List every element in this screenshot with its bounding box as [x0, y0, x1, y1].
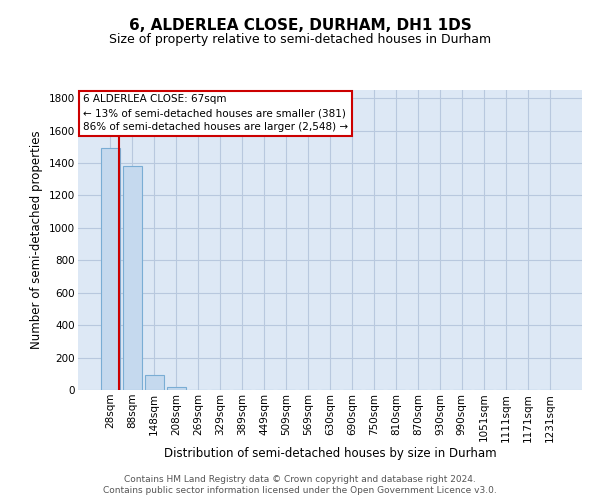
Text: Contains HM Land Registry data © Crown copyright and database right 2024.: Contains HM Land Registry data © Crown c… [124, 475, 476, 484]
Bar [101, 148, 119, 390]
Y-axis label: Number of semi-detached properties: Number of semi-detached properties [31, 130, 43, 350]
Bar [123, 166, 142, 390]
Text: Contains public sector information licensed under the Open Government Licence v3: Contains public sector information licen… [103, 486, 497, 495]
Bar [167, 387, 185, 390]
X-axis label: Distribution of semi-detached houses by size in Durham: Distribution of semi-detached houses by … [164, 447, 496, 460]
Text: Size of property relative to semi-detached houses in Durham: Size of property relative to semi-detach… [109, 32, 491, 46]
Text: 6 ALDERLEA CLOSE: 67sqm
← 13% of semi-detached houses are smaller (381)
86% of s: 6 ALDERLEA CLOSE: 67sqm ← 13% of semi-de… [83, 94, 348, 132]
Bar [145, 374, 164, 390]
Text: 6, ALDERLEA CLOSE, DURHAM, DH1 1DS: 6, ALDERLEA CLOSE, DURHAM, DH1 1DS [128, 18, 472, 32]
